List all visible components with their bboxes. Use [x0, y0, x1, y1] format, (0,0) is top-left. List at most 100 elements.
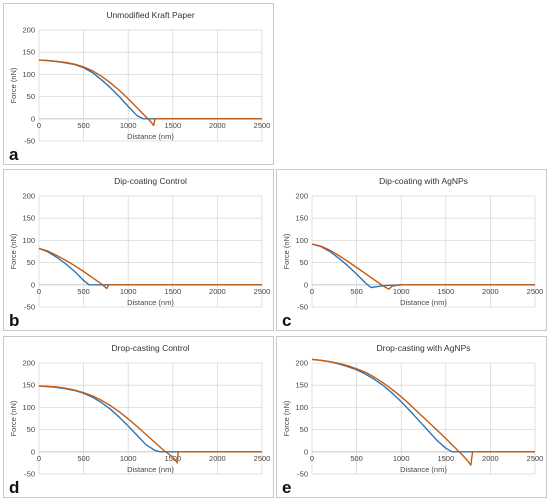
x-tick-label: 1500 — [437, 287, 454, 296]
x-tick-label: 2500 — [254, 121, 271, 130]
series-line-1 — [38, 247, 262, 286]
series-line-1 — [38, 385, 262, 453]
panel-label: a — [9, 145, 19, 164]
y-tick-label: 200 — [22, 26, 35, 35]
y-tick-label: -50 — [24, 470, 35, 479]
y-tick-label: 0 — [31, 114, 35, 123]
y-tick-label: 50 — [27, 425, 35, 434]
y-tick-label: 200 — [22, 192, 35, 201]
chart-panel-d: Drop-casting Control -50 0 50 100 150 200 0 500 1… — [3, 336, 274, 498]
series-line-1 — [38, 59, 262, 120]
x-tick-label: 0 — [310, 454, 314, 463]
chart-panel-c: Dip-coating with AgNPs -50 0 50 100 150 200 0 50… — [276, 169, 547, 331]
x-tick-label: 0 — [37, 454, 41, 463]
panel-label: e — [282, 478, 291, 497]
y-tick-label: 150 — [22, 214, 35, 223]
x-tick-label: 1000 — [120, 121, 137, 130]
y-tick-label: 200 — [295, 192, 308, 201]
x-tick-label: 2500 — [527, 287, 544, 296]
y-tick-label: 0 — [31, 280, 35, 289]
chart-title: Dip-coating Control — [114, 176, 187, 186]
x-axis-label: Distance (nm) — [127, 465, 174, 474]
x-tick-label: 2000 — [482, 287, 499, 296]
y-axis-label: Force (nN) — [282, 233, 291, 269]
y-tick-label: 100 — [22, 403, 35, 412]
x-axis-label: Distance (nm) — [400, 298, 447, 307]
series-line-1 — [311, 243, 535, 289]
panel-label: b — [9, 311, 19, 330]
x-tick-label: 500 — [77, 454, 90, 463]
chart-panel-b: Dip-coating Control -50 0 50 100 150 200 0 500 10… — [3, 169, 274, 331]
y-axis-label: Force (nN) — [9, 400, 18, 436]
x-tick-label: 1500 — [164, 454, 181, 463]
y-tick-label: 0 — [304, 447, 308, 456]
x-tick-label: 1000 — [120, 454, 137, 463]
series-line-2 — [38, 385, 262, 464]
series-line-2 — [38, 59, 262, 127]
y-tick-label: 200 — [22, 359, 35, 368]
y-axis-label: Force (nN) — [9, 67, 18, 103]
x-tick-label: 0 — [37, 121, 41, 130]
y-tick-label: -50 — [297, 303, 308, 312]
panel-label: c — [282, 311, 291, 330]
x-tick-label: 500 — [77, 121, 90, 130]
x-tick-label: 500 — [77, 287, 90, 296]
y-tick-label: 150 — [295, 381, 308, 390]
y-tick-label: 50 — [300, 258, 308, 267]
y-tick-label: 50 — [27, 258, 35, 267]
x-tick-label: 500 — [350, 287, 363, 296]
x-tick-label: 1000 — [393, 287, 410, 296]
y-tick-label: 150 — [295, 214, 308, 223]
y-tick-label: 50 — [300, 425, 308, 434]
y-tick-label: 0 — [31, 447, 35, 456]
chart-title: Drop-casting with AgNPs — [376, 343, 470, 353]
x-tick-label: 2500 — [254, 287, 271, 296]
x-tick-label: 1000 — [393, 454, 410, 463]
y-tick-label: 100 — [22, 70, 35, 79]
x-axis-label: Distance (nm) — [400, 465, 447, 474]
chart-panel-a: Unmodified Kraft Paper -50 0 50 100 150 200 0 50… — [3, 3, 274, 165]
panel-label: d — [9, 478, 19, 497]
y-tick-label: -50 — [24, 303, 35, 312]
x-tick-label: 2000 — [482, 454, 499, 463]
x-tick-label: 1500 — [164, 121, 181, 130]
y-tick-label: -50 — [24, 137, 35, 146]
y-tick-label: 50 — [27, 92, 35, 101]
x-axis-label: Distance (nm) — [127, 298, 174, 307]
y-tick-label: 150 — [22, 381, 35, 390]
x-tick-label: 2000 — [209, 121, 226, 130]
x-tick-label: 0 — [310, 287, 314, 296]
x-axis-label: Distance (nm) — [127, 132, 174, 141]
series-line-1 — [311, 358, 535, 453]
x-tick-label: 2000 — [209, 454, 226, 463]
x-tick-label: 0 — [37, 287, 41, 296]
x-tick-label: 1000 — [120, 287, 137, 296]
x-tick-label: 2500 — [254, 454, 271, 463]
y-tick-label: 100 — [295, 403, 308, 412]
x-tick-label: 2000 — [209, 287, 226, 296]
chart-title: Drop-casting Control — [112, 343, 190, 353]
y-tick-label: 100 — [22, 236, 35, 245]
y-axis-label: Force (nN) — [9, 233, 18, 269]
y-tick-label: 100 — [295, 236, 308, 245]
y-tick-label: 0 — [304, 280, 308, 289]
y-tick-label: 200 — [295, 359, 308, 368]
series-line-2 — [311, 243, 535, 290]
y-tick-label: 150 — [22, 48, 35, 57]
y-axis-label: Force (nN) — [282, 400, 291, 436]
chart-panel-e: Drop-casting with AgNPs -50 0 50 100 150 200 0 5… — [276, 336, 547, 498]
x-tick-label: 500 — [350, 454, 363, 463]
x-tick-label: 1500 — [164, 287, 181, 296]
y-tick-label: -50 — [297, 470, 308, 479]
series-line-2 — [38, 247, 262, 290]
series-line-2 — [311, 358, 535, 466]
x-tick-label: 2500 — [527, 454, 544, 463]
chart-title: Unmodified Kraft Paper — [106, 10, 195, 20]
x-tick-label: 1500 — [437, 454, 454, 463]
chart-title: Dip-coating with AgNPs — [379, 176, 468, 186]
